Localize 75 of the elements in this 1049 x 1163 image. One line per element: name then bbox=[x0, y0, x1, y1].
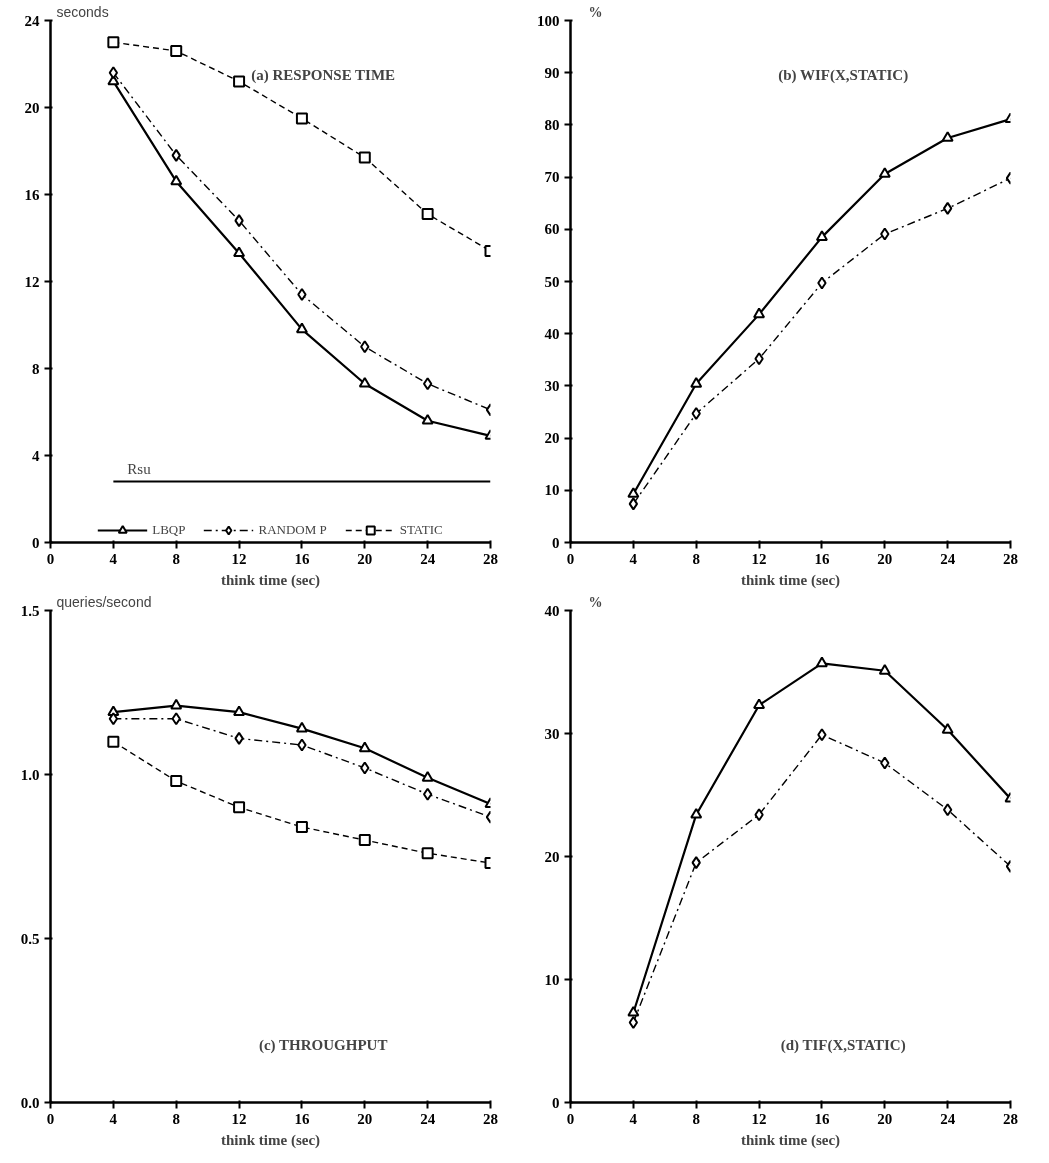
x-tick-label: 20 bbox=[877, 550, 893, 567]
x-axis-title: think time (sec) bbox=[740, 1131, 841, 1149]
x-axis-title: think time (sec) bbox=[220, 1131, 321, 1149]
x-tick-label: 28 bbox=[1003, 1110, 1018, 1127]
x-tick-label: 20 bbox=[357, 550, 373, 567]
text: (a) RESPONSE TIME bbox=[251, 67, 396, 85]
x-tick-label: 24 bbox=[420, 1110, 436, 1127]
y-tick-label: 0.0 bbox=[20, 1094, 40, 1111]
y-tick-label: 70 bbox=[544, 169, 560, 186]
y-tick-label: 1.5 bbox=[20, 602, 40, 619]
x-tick-label: 0 bbox=[566, 1110, 575, 1127]
x-tick-label: 0 bbox=[566, 550, 575, 567]
y-tick-label: 50 bbox=[544, 273, 560, 290]
x-tick-label: 4 bbox=[629, 1110, 638, 1127]
x-axis-title: think time (sec) bbox=[740, 571, 841, 589]
y-axis-title: queries/second bbox=[56, 593, 152, 610]
x-tick-label: 12 bbox=[231, 1110, 247, 1127]
x-tick-label: 4 bbox=[629, 550, 638, 567]
x-tick-label: 4 bbox=[109, 550, 118, 567]
y-tick-label: 40 bbox=[544, 325, 560, 342]
y-tick-label: 60 bbox=[544, 221, 560, 238]
x-tick-label: 8 bbox=[692, 550, 700, 567]
x-tick-label: 12 bbox=[751, 1110, 767, 1127]
y-tick-label: 10 bbox=[544, 971, 560, 988]
y-tick-label: 20 bbox=[544, 430, 560, 447]
y-tick-label: 30 bbox=[544, 725, 560, 742]
x-tick-label: 4 bbox=[109, 1110, 118, 1127]
y-tick-label: 20 bbox=[24, 99, 40, 116]
x-tick-label: 12 bbox=[751, 550, 767, 567]
x-tick-label: 12 bbox=[231, 550, 247, 567]
y-tick-label: 0 bbox=[552, 534, 560, 551]
x-axis-title: think time (sec) bbox=[220, 571, 321, 589]
y-tick-label: 4 bbox=[32, 447, 40, 464]
x-tick-label: 28 bbox=[1003, 550, 1018, 567]
x-tick-label: 8 bbox=[172, 1110, 180, 1127]
legend-label: LBQP bbox=[152, 522, 186, 538]
y-tick-label: 10 bbox=[544, 482, 560, 499]
x-tick-label: 24 bbox=[940, 550, 956, 567]
text: (d) TIF(X,STATIC) bbox=[780, 1037, 906, 1055]
x-tick-label: 16 bbox=[814, 550, 830, 567]
text: (b) WIF(X,STATIC) bbox=[778, 67, 909, 85]
y-tick-label: 40 bbox=[544, 602, 560, 619]
x-tick-label: 16 bbox=[294, 1110, 310, 1127]
x-tick-label: 0 bbox=[46, 1110, 55, 1127]
y-tick-label: 24 bbox=[24, 12, 40, 29]
x-tick-label: 28 bbox=[483, 1110, 498, 1127]
x-tick-label: 24 bbox=[420, 550, 436, 567]
x-tick-label: 20 bbox=[357, 1110, 373, 1127]
y-tick-label: 1.0 bbox=[20, 766, 40, 783]
legend-label: STATIC bbox=[399, 522, 443, 538]
y-tick-label: 16 bbox=[24, 186, 40, 203]
x-tick-label: 20 bbox=[877, 1110, 893, 1127]
x-tick-label: 28 bbox=[483, 550, 498, 567]
y-axis-title: % bbox=[588, 594, 603, 610]
y-tick-label: 0.5 bbox=[20, 930, 40, 947]
y-tick-label: 30 bbox=[544, 377, 560, 394]
x-tick-label: 0 bbox=[46, 550, 55, 567]
y-axis-title: seconds bbox=[56, 3, 109, 20]
x-tick-label: 24 bbox=[940, 1110, 956, 1127]
y-tick-label: 100 bbox=[537, 12, 560, 29]
y-tick-label: 8 bbox=[32, 360, 40, 377]
legend-label: RANDOM P bbox=[258, 522, 327, 538]
y-tick-label: 0 bbox=[552, 1094, 560, 1111]
y-tick-label: 90 bbox=[544, 64, 560, 81]
x-tick-label: 8 bbox=[692, 1110, 700, 1127]
x-tick-label: 16 bbox=[294, 550, 310, 567]
y-tick-label: 80 bbox=[544, 116, 560, 133]
y-axis-title: % bbox=[588, 4, 603, 20]
y-tick-label: 20 bbox=[544, 848, 560, 865]
x-tick-label: 16 bbox=[814, 1110, 830, 1127]
x-tick-label: 8 bbox=[172, 550, 180, 567]
y-tick-label: 0 bbox=[32, 534, 40, 551]
ref-line-label: Rsu bbox=[127, 460, 152, 477]
y-tick-label: 12 bbox=[24, 273, 40, 290]
text: (c) THROUGHPUT bbox=[258, 1037, 388, 1055]
